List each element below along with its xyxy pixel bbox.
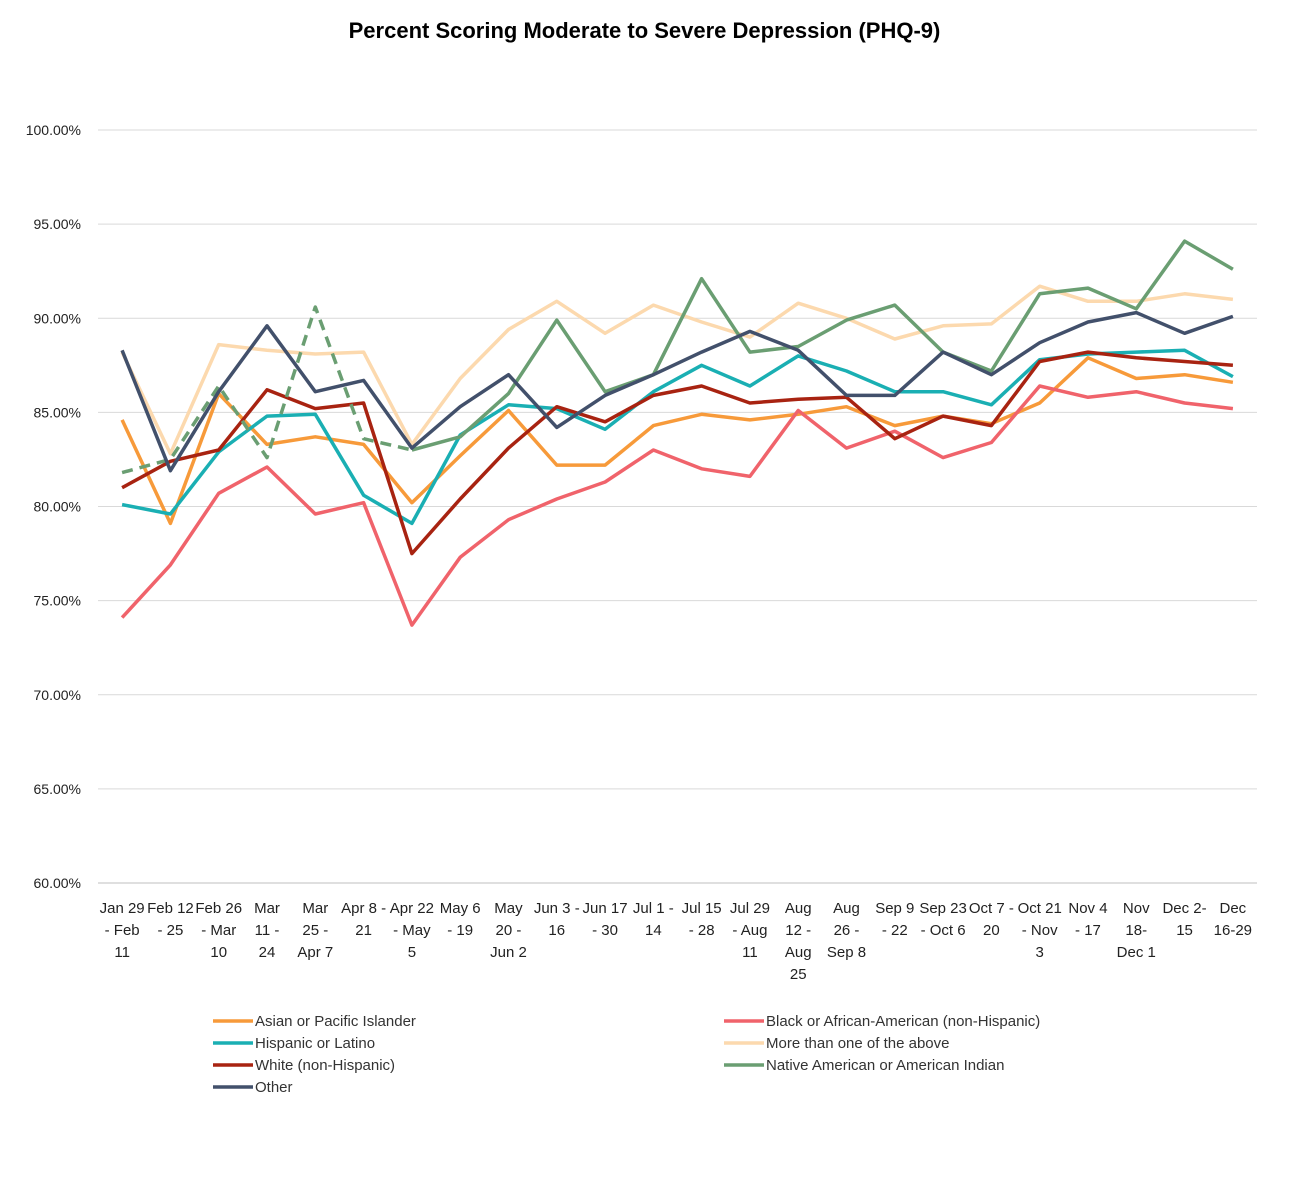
x-tick-label: May 6- 19 bbox=[440, 900, 481, 939]
legend-label: Other bbox=[255, 1079, 293, 1096]
series-line bbox=[120, 310, 1234, 473]
legend-label: Hispanic or Latino bbox=[255, 1035, 375, 1052]
chart-title: Percent Scoring Moderate to Severe Depre… bbox=[348, 18, 941, 43]
x-tick-label: Apr 22- May 5 bbox=[390, 900, 434, 961]
series-line bbox=[120, 284, 1234, 456]
x-tick-label: Oct 7 -20 bbox=[969, 900, 1014, 939]
x-tick-label: Jan 29- Feb 11 bbox=[100, 900, 145, 961]
y-tick-label: 70.00% bbox=[34, 687, 81, 703]
x-tick-label: Aug 26 -Sep 8 bbox=[827, 900, 866, 961]
legend: Asian or Pacific Islander Black or Africa… bbox=[213, 1013, 1040, 1096]
legend-label: Asian or Pacific Islander bbox=[255, 1013, 416, 1030]
y-tick-label: 100.00% bbox=[26, 122, 81, 138]
x-tick-label: Jul 15- 28 bbox=[682, 900, 722, 939]
x-tick-label: May 20 -Jun 2 bbox=[490, 900, 527, 961]
x-tick-label: Mar 25 -Apr 7 bbox=[297, 900, 333, 961]
legend-label: More than one of the above bbox=[766, 1035, 949, 1052]
x-tick-label: Mar 11 -24 bbox=[254, 900, 280, 961]
y-tick-label: 80.00% bbox=[34, 499, 81, 515]
y-axis: 60.00% 65.00% 70.00% 75.00% 80.00% 85.00% 90.0… bbox=[26, 122, 81, 891]
y-tick-label: 85.00% bbox=[34, 404, 81, 420]
x-tick-label: Sep 9- 22 bbox=[875, 900, 914, 939]
x-tick-label: Apr 8 -21 bbox=[341, 900, 386, 939]
y-tick-label: 95.00% bbox=[34, 216, 81, 232]
x-tick-label: Oct 21- Nov 3 bbox=[1018, 900, 1062, 961]
x-tick-label: Jun 17- 30 bbox=[583, 900, 628, 939]
x-tick-label: Feb 26- Mar 10 bbox=[195, 900, 242, 961]
legend-label: White (non-Hispanic) bbox=[255, 1057, 395, 1074]
x-tick-label: Dec 16-29 bbox=[1214, 900, 1252, 939]
y-tick-label: 65.00% bbox=[34, 781, 81, 797]
legend-label: Black or African-American (non-Hispanic) bbox=[766, 1013, 1040, 1030]
x-tick-label: Feb 12- 25 bbox=[147, 900, 194, 939]
y-tick-label: 90.00% bbox=[34, 310, 81, 326]
series-line bbox=[120, 356, 1234, 526]
legend-label: Native American or American Indian bbox=[766, 1057, 1004, 1074]
x-tick-label: Nov 18-Dec 1 bbox=[1117, 900, 1156, 961]
x-tick-label: Jul 29- Aug 11 bbox=[730, 900, 770, 961]
x-tick-label: Jun 3 -16 bbox=[534, 900, 580, 939]
grid-lines bbox=[98, 129, 1257, 884]
y-tick-label: 60.00% bbox=[34, 875, 81, 891]
x-tick-label: Dec 2-15 bbox=[1162, 900, 1206, 939]
series-line bbox=[411, 239, 1234, 452]
series-line bbox=[120, 384, 1234, 627]
series-line-dashed bbox=[121, 305, 413, 475]
x-tick-label: Jul 1 -14 bbox=[633, 900, 674, 939]
x-tick-label: Sep 23- Oct 6 bbox=[919, 900, 967, 939]
series-line bbox=[121, 350, 1234, 556]
x-tick-label: Aug 12 -Aug 25 bbox=[785, 900, 812, 983]
y-tick-label: 75.00% bbox=[34, 593, 81, 609]
series-lines bbox=[120, 239, 1234, 627]
x-tick-label: Nov 4- 17 bbox=[1068, 900, 1107, 939]
